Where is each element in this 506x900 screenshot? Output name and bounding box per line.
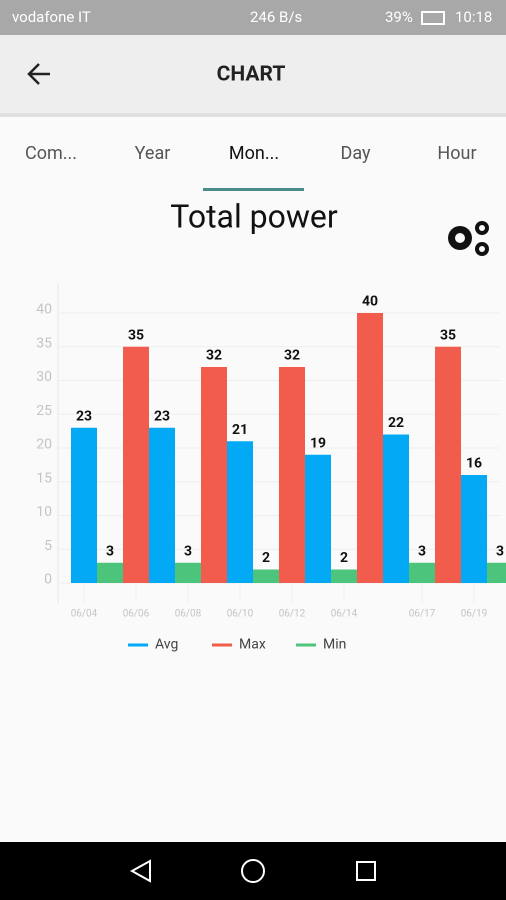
bar (227, 441, 253, 583)
app-bar-shadow (0, 113, 506, 117)
y-tick-label: 40 (36, 302, 52, 318)
x-tick-label: 06/10 (227, 609, 254, 620)
bar (123, 346, 149, 583)
value-label: 3 (106, 543, 114, 559)
bar (435, 346, 461, 583)
value-label: 32 (284, 348, 300, 364)
bar (409, 562, 435, 583)
bars (71, 313, 506, 583)
y-tick-label: 25 (36, 403, 52, 419)
carrier: vodafone IT (12, 8, 91, 26)
value-label: 16 (466, 456, 482, 472)
tab[interactable]: Hour (437, 143, 476, 164)
chart-title: Total power (170, 197, 338, 235)
tab[interactable]: Day (341, 143, 371, 164)
y-tick-label: 20 (36, 437, 52, 453)
y-tick-label: 35 (36, 335, 52, 351)
value-label: 40 (362, 294, 378, 310)
value-label: 3 (418, 543, 426, 559)
x-tick-label: 06/17 (409, 609, 436, 620)
bar (149, 427, 175, 583)
bar (331, 569, 357, 583)
nav-recent[interactable] (356, 861, 376, 881)
nav-bar (0, 842, 506, 900)
x-tick-label: 06/08 (175, 609, 202, 620)
app-bar (0, 35, 506, 113)
value-label: 19 (310, 435, 326, 451)
value-label: 2 (340, 550, 348, 566)
value-label: 32 (206, 348, 222, 364)
tab[interactable]: Mon... (229, 143, 279, 164)
legend-label: Avg (155, 637, 178, 653)
bar (175, 562, 201, 583)
net-speed: 246 B/s (250, 8, 302, 26)
bar (71, 427, 97, 583)
bar (253, 569, 279, 583)
bar (279, 367, 305, 583)
settings-icon[interactable] (448, 221, 489, 256)
value-label: 23 (154, 408, 170, 424)
y-tick-label: 10 (36, 504, 52, 520)
bar (97, 562, 123, 583)
nav-back[interactable] (129, 859, 151, 883)
value-label: 22 (388, 415, 404, 431)
app-title: CHART (217, 63, 286, 87)
battery-icon (421, 11, 445, 25)
y-tick-label: 5 (44, 538, 52, 554)
x-tick-label: 06/12 (279, 609, 306, 620)
value-label: 35 (440, 327, 456, 343)
tab-indicator (203, 188, 304, 191)
legend-label: Max (239, 637, 266, 653)
bar (357, 313, 383, 583)
bar (383, 434, 409, 583)
x-tick-label: 06/04 (71, 609, 98, 620)
tab[interactable]: Year (135, 143, 171, 164)
value-label: 23 (76, 408, 92, 424)
y-tick-label: 30 (36, 369, 52, 385)
nav-home[interactable] (241, 859, 265, 883)
value-label: 3 (496, 543, 504, 559)
y-tick-label: 15 (36, 470, 52, 486)
bar (201, 367, 227, 583)
battery: 39% (385, 8, 413, 26)
tab[interactable]: Com... (25, 143, 77, 164)
x-tick-label: 06/19 (461, 609, 488, 620)
bar (487, 562, 506, 583)
x-tick-label: 06/06 (123, 609, 150, 620)
legend-label: Min (323, 637, 346, 653)
y-tick-label: 0 (44, 572, 52, 588)
value-label: 21 (232, 422, 248, 438)
time: 10:18 (455, 8, 492, 26)
value-label: 3 (184, 543, 192, 559)
value-label: 35 (128, 327, 144, 343)
x-tick-label: 06/14 (331, 609, 358, 620)
value-label: 2 (262, 550, 270, 566)
back-button[interactable] (27, 63, 50, 85)
bar (461, 475, 487, 583)
bar (305, 454, 331, 583)
